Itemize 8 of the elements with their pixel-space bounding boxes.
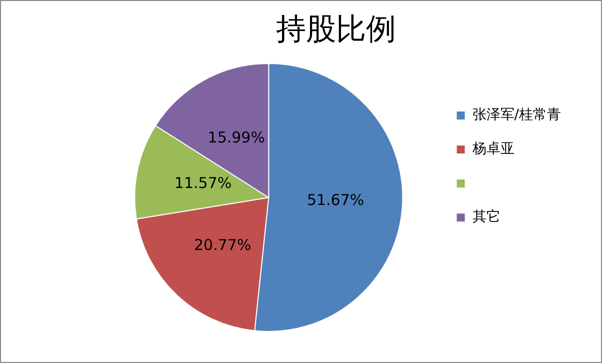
data-label: 20.77% [194,236,252,254]
legend-label: 其它 [472,209,500,226]
data-label: 15.99% [208,128,265,147]
legend-label: 张泽军/桂常青 [472,107,561,124]
chart-title: 持股比例 [276,12,396,47]
legend-label: 杨卓亚 [471,141,514,158]
data-label: 11.57% [174,174,232,192]
data-label: 51.67% [306,190,364,209]
